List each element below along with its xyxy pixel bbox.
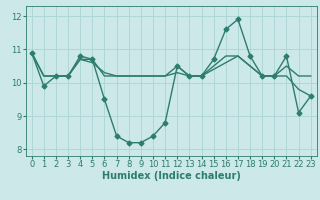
X-axis label: Humidex (Indice chaleur): Humidex (Indice chaleur) xyxy=(102,171,241,181)
